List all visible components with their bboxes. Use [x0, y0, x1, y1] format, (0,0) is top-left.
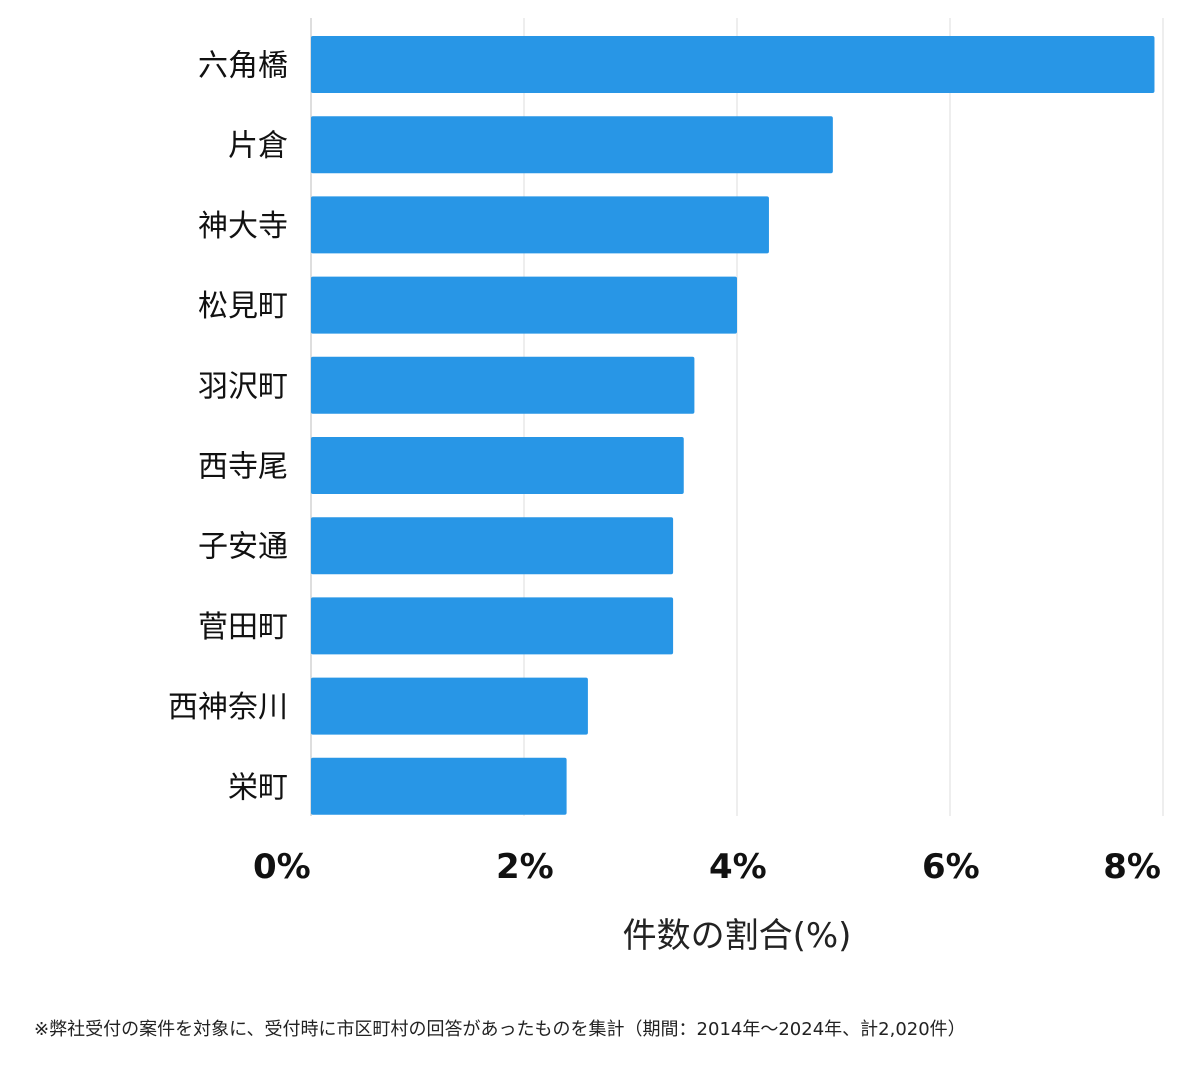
category-label: 西神奈川 [168, 690, 288, 725]
bar-3 [311, 276, 737, 334]
category-label: 片倉 [228, 129, 288, 164]
bar-8 [311, 677, 588, 735]
category-label: 松見町 [198, 289, 288, 324]
category-label: 神大寺 [198, 209, 288, 244]
bar-chart: 六角橋片倉神大寺松見町羽沢町西寺尾子安通菅田町西神奈川栄町 0% 2% 4% 6% 8%… [168, 18, 1164, 956]
footnote: ※弊社受付の案件を対象に、受付時に市区町村の回答があったものを集計（期間：201… [34, 1019, 966, 1040]
bars [311, 36, 1155, 815]
bar-9 [311, 757, 567, 815]
x-tick-label: 8% [1103, 847, 1161, 887]
category-label: 羽沢町 [198, 369, 288, 404]
category-label: 六角橋 [198, 49, 288, 84]
x-tick-labels: 0% 2% 4% 6% 8% [253, 847, 1161, 887]
bar-0 [311, 36, 1155, 93]
x-tick-label: 4% [709, 847, 767, 887]
x-tick-label: 2% [496, 847, 554, 887]
bar-5 [311, 437, 684, 494]
bar-1 [311, 116, 833, 174]
category-label: 西寺尾 [198, 450, 288, 485]
x-tick-label: 6% [922, 847, 980, 887]
x-tick-label: 0% [253, 847, 311, 887]
bar-4 [311, 356, 695, 414]
category-label: 子安通 [198, 530, 288, 565]
x-axis-label: 件数の割合(%) [623, 916, 852, 956]
category-label: 菅田町 [198, 610, 288, 645]
bar-7 [311, 597, 674, 655]
bar-2 [311, 196, 769, 254]
bar-6 [311, 517, 674, 575]
category-label: 栄町 [228, 770, 288, 805]
